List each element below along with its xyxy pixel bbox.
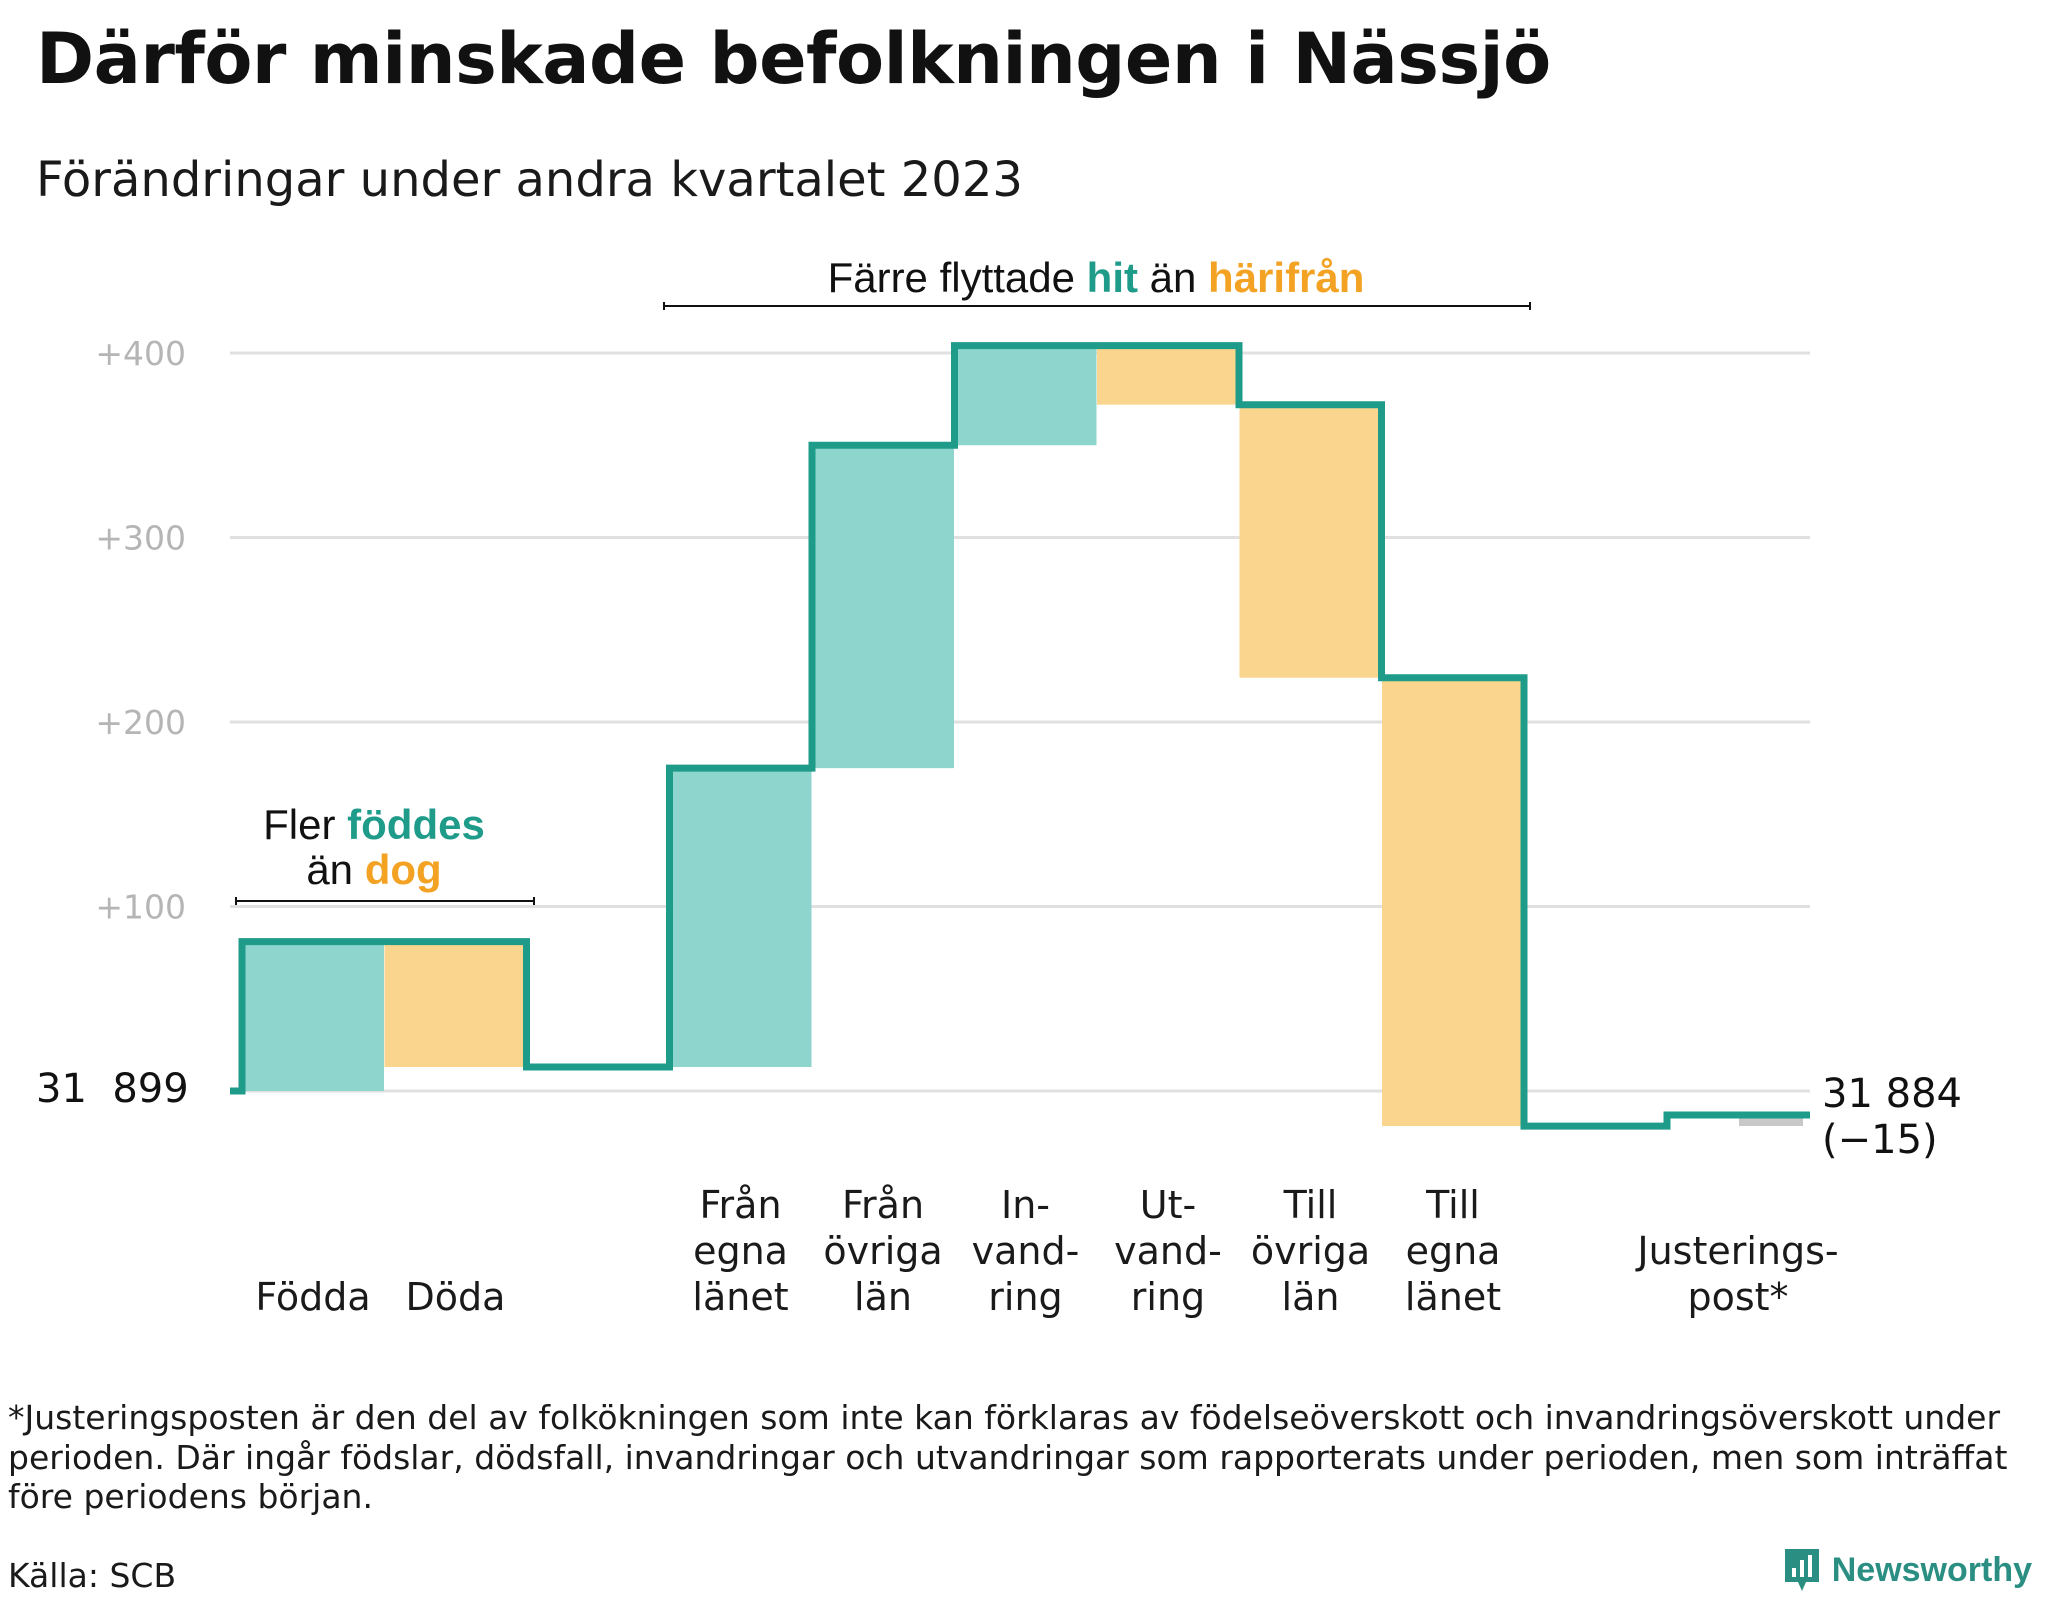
brand-name: Newsworthy xyxy=(1831,1550,2032,1589)
births-text-1a: Fler xyxy=(263,801,347,848)
end-value-label: 31 884 xyxy=(1822,1071,1962,1117)
source-label: Källa: SCB xyxy=(8,1556,177,1595)
category-label: egna xyxy=(693,1229,788,1273)
category-label: post* xyxy=(1687,1275,1788,1319)
category-label: In- xyxy=(1001,1183,1050,1227)
waterfall-bar xyxy=(242,941,384,1091)
births-text-2b: dog xyxy=(365,846,442,893)
waterfall-bar xyxy=(384,941,527,1068)
births-annotation: Fler föddes än dog xyxy=(235,801,535,905)
end-change-label: (−15) xyxy=(1822,1117,1938,1163)
category-label: Döda xyxy=(406,1275,506,1319)
waterfall-bar xyxy=(1382,677,1524,1127)
waterfall-bar xyxy=(812,445,954,769)
category-label: Justerings- xyxy=(1635,1229,1838,1273)
category-label: länet xyxy=(1405,1275,1501,1319)
svg-text:Färre flyttade hit än härifrån: Färre flyttade hit än härifrån xyxy=(828,254,1365,301)
category-label: Födda xyxy=(255,1275,370,1319)
category-label: övriga xyxy=(823,1229,942,1273)
grid-lines: +100 +200 +300 +400 xyxy=(95,334,1810,1093)
category-label: län xyxy=(1282,1275,1340,1319)
cumulative-line xyxy=(230,342,1810,1130)
chart-subtitle: Förändringar under andra kvartalet 2023 xyxy=(36,152,1023,208)
category-label: vand- xyxy=(1114,1229,1222,1273)
waterfall-bar xyxy=(669,768,812,1068)
waterfall-bar xyxy=(1739,1114,1803,1127)
newsworthy-logo-icon xyxy=(1784,1549,1819,1591)
category-label: vand- xyxy=(972,1229,1080,1273)
category-label: Till xyxy=(1425,1183,1480,1227)
svg-text:Fler föddes: Fler föddes xyxy=(263,801,485,848)
category-label: övriga xyxy=(1251,1229,1370,1273)
births-text-2a: än xyxy=(306,846,364,893)
waterfall-bar xyxy=(1097,345,1239,405)
category-label: Från xyxy=(842,1183,924,1227)
bars xyxy=(242,345,1803,1127)
brand-logo[interactable]: Newsworthy xyxy=(1782,1546,2032,1594)
category-label: Ut- xyxy=(1140,1183,1196,1227)
y-tick-label: +200 xyxy=(95,703,186,742)
category-label: län xyxy=(854,1275,912,1319)
births-bracket xyxy=(235,897,535,905)
moves-annotation: Färre flyttade hit än härifrån xyxy=(663,254,1531,310)
category-labels: Födda DödaFrånegnalänetFrånövrigalänIn-va… xyxy=(36,1066,1962,1319)
y-tick-label: +100 xyxy=(95,888,186,927)
cumulative-step-line xyxy=(230,342,1810,1130)
chart-title: Därför minskade befolkningen i Nässjö xyxy=(36,18,1551,100)
waterfall-bar xyxy=(954,345,1097,446)
category-label: länet xyxy=(692,1275,788,1319)
category-label: ring xyxy=(1131,1275,1205,1319)
moves-text-d: härifrån xyxy=(1208,254,1364,301)
category-label: egna xyxy=(1406,1229,1501,1273)
category-label: Från xyxy=(699,1183,781,1227)
moves-text-b: hit xyxy=(1087,254,1138,301)
waterfall-bar xyxy=(1239,404,1382,678)
moves-text-a: Färre flyttade xyxy=(828,254,1087,301)
category-label: Till xyxy=(1283,1183,1338,1227)
footnote: *Justeringsposten är den del av folkökni… xyxy=(8,1398,2008,1517)
y-tick-label: +400 xyxy=(95,334,186,373)
category-label: ring xyxy=(988,1275,1062,1319)
moves-text-c: än xyxy=(1138,254,1208,301)
y-tick-label: +300 xyxy=(95,519,186,558)
waterfall-chart: +100+200+300+400 Födda DödaFrånegnalänetF… xyxy=(36,254,1962,1319)
svg-text:än dog: än dog xyxy=(306,846,441,893)
moves-bracket xyxy=(663,302,1531,310)
start-value-label: 31 899 xyxy=(36,1066,189,1112)
births-text-1b: föddes xyxy=(347,801,485,848)
